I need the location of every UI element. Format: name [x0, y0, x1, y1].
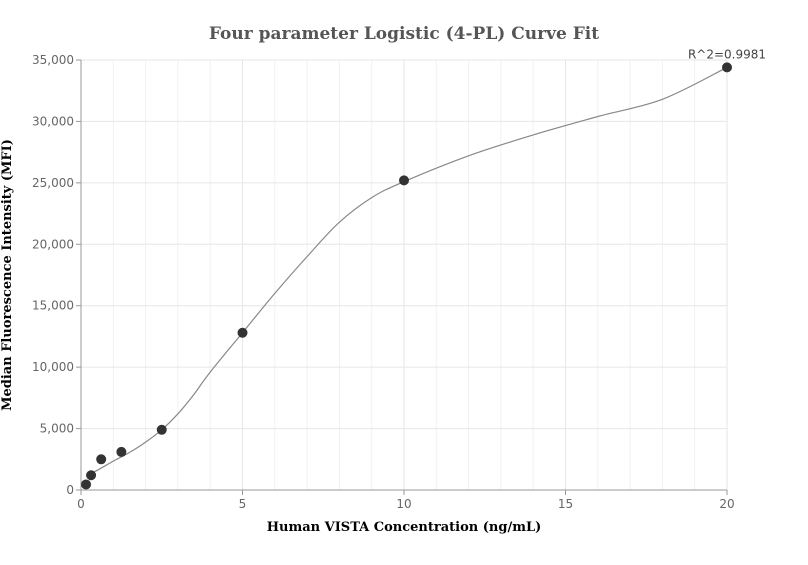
y-tick-label: 5,000 [40, 422, 74, 436]
axis-layer: 0 5 10 15 20 0 5,000 10,000 15,000 20,000 25,000 30… [32, 53, 735, 511]
r-squared-annotation: R^2=0.9981 [688, 47, 766, 61]
data-point [237, 327, 248, 338]
data-points-layer [81, 62, 732, 490]
y-tick-label: 25,000 [32, 176, 74, 190]
x-tick-label: 0 [77, 497, 85, 511]
data-point [399, 175, 409, 186]
x-tick-label: 10 [396, 497, 411, 511]
x-axis-title: Human VISTA Concentration (ng/mL) [267, 520, 542, 535]
data-point [116, 446, 127, 457]
x-tick-label: 20 [719, 497, 734, 511]
y-tick-label: 15,000 [32, 299, 74, 313]
data-point [96, 454, 107, 465]
y-tick-label: 20,000 [32, 237, 74, 251]
grid-layer [80, 59, 728, 491]
y-axis-title: Median Fluorescence Intensity (MFI) [0, 139, 15, 411]
y-tick-label: 35,000 [32, 53, 74, 67]
data-point [81, 479, 92, 490]
data-point [722, 62, 732, 73]
y-tick-label: 0 [66, 483, 74, 497]
data-point [86, 470, 97, 481]
chart-title: Four parameter Logistic (4-PL) Curve Fit [209, 24, 599, 44]
fit-curve-line [85, 66, 728, 477]
fit-curve-layer [85, 66, 728, 477]
y-tick-label: 30,000 [32, 114, 74, 128]
x-tick-label: 15 [558, 497, 573, 511]
data-point [156, 424, 167, 435]
x-tick-label: 5 [239, 497, 247, 511]
y-tick-label: 10,000 [32, 360, 74, 374]
annotation-layer: R^2=0.9981 [688, 47, 766, 61]
